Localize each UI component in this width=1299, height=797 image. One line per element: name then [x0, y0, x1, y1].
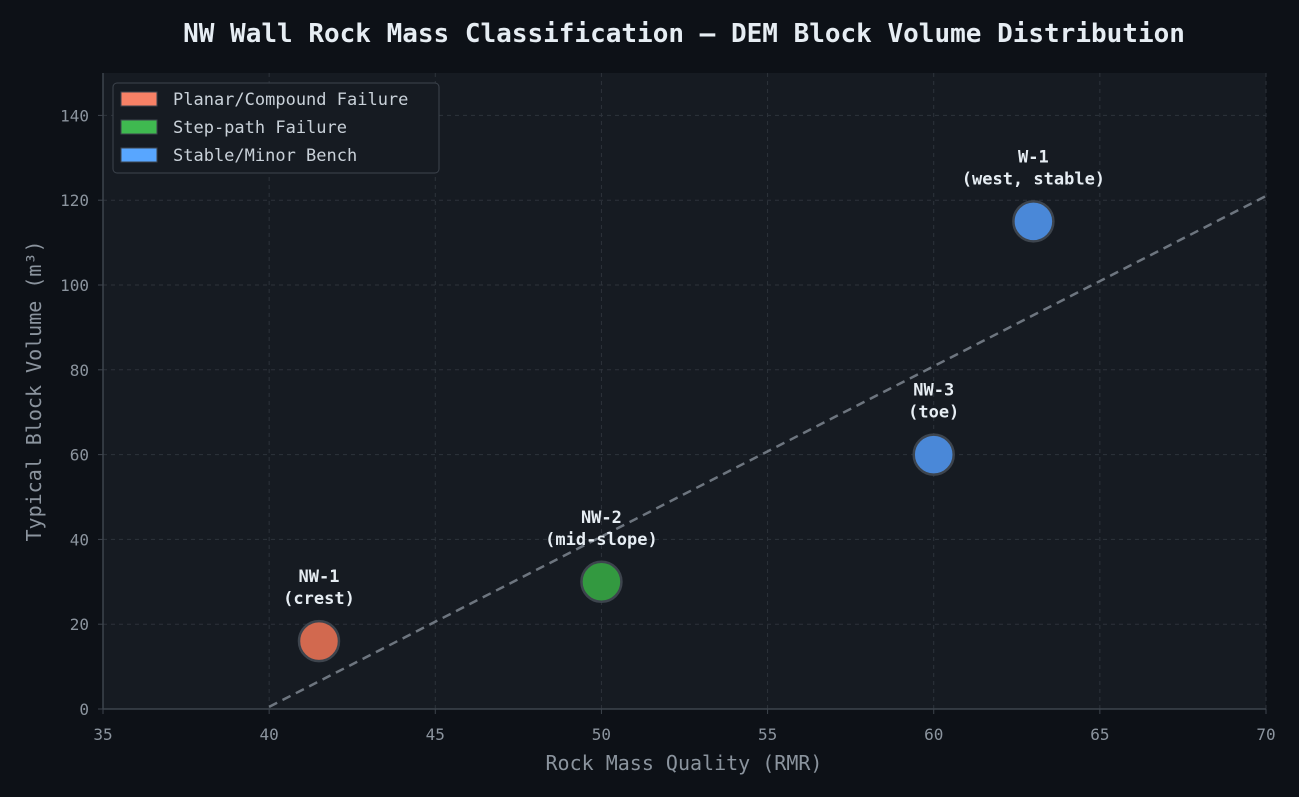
legend-swatch [120, 119, 158, 135]
y-tick-label: 100 [60, 276, 89, 295]
point-label-location: (mid-slope) [545, 530, 658, 550]
point-label-id: NW-3 [913, 381, 954, 401]
point-label-location: (toe) [908, 403, 959, 423]
y-tick-label: 60 [70, 446, 89, 465]
y-tick-label: 140 [60, 106, 89, 125]
x-tick-label: 50 [592, 725, 611, 744]
legend-swatch [120, 147, 158, 163]
trend-line [268, 194, 1267, 708]
legend-label: Step-path Failure [173, 118, 347, 138]
y-tick-label: 20 [70, 615, 89, 634]
x-tick-label: 55 [758, 725, 777, 744]
x-tick-label: 45 [426, 725, 445, 744]
y-tick-label: 80 [70, 361, 89, 380]
point-label-id: NW-1 [299, 567, 340, 587]
legend: Planar/Compound Failure Step-path Failure… [112, 82, 440, 174]
data-point [580, 560, 623, 604]
point-label-location: (west, stable) [962, 169, 1105, 189]
point-label-id: W-1 [1018, 147, 1049, 167]
point-label-id: NW-2 [581, 508, 622, 528]
data-points [297, 200, 1055, 663]
y-axis-label: Typical Block Volume (m³) [22, 240, 46, 541]
x-tick-label: 70 [1256, 725, 1275, 744]
tick-labels: 35 40 45 50 55 60 65 70 0 20 40 60 80 100 120 140 [60, 106, 1276, 744]
legend-label: Stable/Minor Bench [173, 146, 357, 166]
legend-swatch [120, 91, 158, 107]
point-annotations: NW-1(crest) NW-2(mid-slope) NW-3(toe) W-1(w… [283, 147, 1105, 609]
data-point [297, 619, 341, 663]
x-tick-label: 60 [924, 725, 943, 744]
x-tick-label: 65 [1090, 725, 1109, 744]
x-axis-label: Rock Mass Quality (RMR) [546, 751, 823, 775]
y-tick-label: 40 [70, 530, 89, 549]
data-point [912, 433, 955, 476]
trend-line-group [268, 194, 1267, 708]
y-tick-label: 0 [79, 700, 89, 719]
legend-box [112, 82, 440, 174]
x-tick-label: 35 [93, 725, 112, 744]
x-tick-label: 40 [260, 725, 279, 744]
data-point [1012, 200, 1055, 243]
plot-area [103, 73, 1266, 709]
axes [102, 73, 1266, 710]
chart-title: NW Wall Rock Mass Classification — DEM B… [183, 19, 1185, 49]
y-tick-label: 120 [60, 191, 89, 210]
legend-label: Planar/Compound Failure [173, 90, 408, 110]
point-label-location: (crest) [283, 589, 355, 609]
